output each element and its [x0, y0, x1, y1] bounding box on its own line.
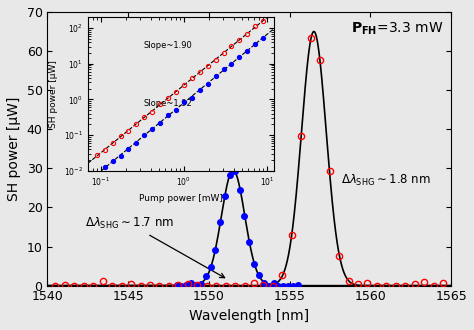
Y-axis label: SH power [μW]: SH power [μW]	[7, 97, 21, 201]
Text: $\Delta\lambda_{\rm SHG}$$\sim$1.7 nm: $\Delta\lambda_{\rm SHG}$$\sim$1.7 nm	[84, 216, 225, 278]
Text: $\mathbf{P_{FH}}$=3.3 mW: $\mathbf{P_{FH}}$=3.3 mW	[351, 20, 443, 37]
Text: $\Delta\lambda_{\rm SHG}$$\sim$1.8 nm: $\Delta\lambda_{\rm SHG}$$\sim$1.8 nm	[341, 173, 431, 188]
X-axis label: Wavelength [nm]: Wavelength [nm]	[189, 309, 310, 323]
